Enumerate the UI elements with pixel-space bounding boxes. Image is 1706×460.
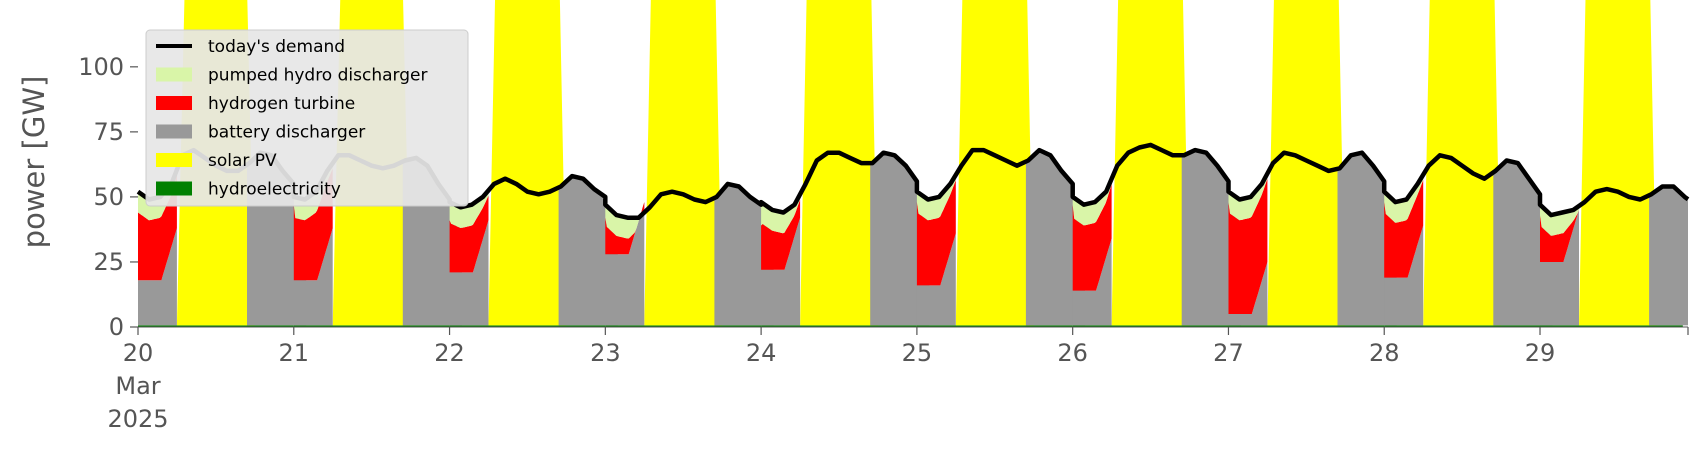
hydrogen-turbine-area: [916, 180, 956, 286]
battery-discharger-area: [1337, 152, 1397, 326]
battery-discharger-area: [138, 228, 177, 326]
legend-swatch: [156, 96, 192, 110]
battery-discharger-area: [1025, 150, 1086, 326]
legend-label: solar PV: [208, 151, 277, 171]
legend-label: hydrogen turbine: [208, 94, 355, 114]
axes: 0 25 50 75 100 20 Mar 2025 21 22 23 24 25 26 27 28 29: [78, 53, 1689, 433]
battery-discharger-area: [1649, 186, 1688, 326]
x-tick-label: Mar: [115, 372, 160, 400]
solar-pv-area: [1579, 0, 1657, 326]
solar-pv-area: [1423, 0, 1502, 326]
legend-swatch: [156, 153, 192, 167]
pumped-hydro-discharger-area: [1228, 173, 1268, 221]
battery-discharger-area: [761, 217, 801, 326]
hydrogen-turbine-area: [138, 174, 177, 281]
battery-discharger-area: [1384, 225, 1424, 326]
legend-label: battery discharger: [208, 123, 365, 143]
hydrogen-turbine-area: [1384, 180, 1424, 278]
x-tick-label: 29: [1525, 339, 1556, 367]
pumped-hydro-discharger-area: [1072, 178, 1112, 226]
battery-discharger-area: [870, 152, 930, 326]
battery-discharger-area: [1181, 150, 1241, 326]
y-tick-label: 0: [109, 313, 124, 341]
solar-pv-area: [488, 0, 567, 326]
battery-discharger-area-layer: [138, 150, 1688, 326]
x-tick-label: 26: [1057, 339, 1088, 367]
battery-discharger-area: [605, 202, 645, 326]
battery-discharger-area: [293, 228, 333, 326]
x-tick-label: 23: [590, 339, 621, 367]
x-tick-label: 28: [1369, 339, 1400, 367]
solar-pv-area: [1111, 0, 1190, 326]
solar-pv-area: [644, 0, 723, 326]
pumped-hydro-discharger-area: [1384, 174, 1424, 223]
legend-swatch: [156, 181, 192, 196]
x-tick-label: 27: [1213, 339, 1244, 367]
hydrogen-turbine-area-layer: [138, 168, 1579, 314]
x-tick-label: 22: [434, 339, 465, 367]
legend: today's demand pumped hydro discharger hyd…: [145, 29, 469, 207]
legend-swatch: [156, 67, 192, 82]
pumped-hydro-discharger-area: [138, 169, 177, 221]
legend-label: pumped hydro discharger: [208, 66, 427, 86]
battery-discharger-area: [916, 233, 956, 326]
hydrogen-turbine-area: [1228, 178, 1268, 314]
legend-label: hydroelectricity: [208, 180, 341, 200]
battery-discharger-area: [714, 184, 774, 326]
x-tick-label: 20: [123, 339, 154, 367]
hydrogen-turbine-area: [1072, 183, 1112, 291]
hydrogen-turbine-area: [1540, 209, 1579, 262]
y-tick-label: 75: [93, 118, 124, 146]
y-axis-title: power [GW]: [17, 76, 51, 249]
y-tick-label: 50: [93, 183, 124, 211]
x-tick-label: 21: [279, 339, 310, 367]
legend-box: [145, 29, 469, 207]
battery-discharger-area: [1228, 262, 1268, 326]
y-tick-label: 100: [78, 53, 124, 81]
pumped-hydro-discharger-area: [916, 174, 956, 221]
battery-discharger-area: [449, 220, 489, 326]
hydrogen-turbine-area: [449, 195, 489, 273]
battery-discharger-area: [558, 176, 618, 326]
legend-swatch: [156, 124, 192, 139]
solar-pv-area: [955, 0, 1034, 326]
legend-label: today's demand: [208, 37, 345, 57]
solar-pv-area: [800, 0, 878, 326]
battery-discharger-area: [1493, 160, 1553, 326]
hydrogen-turbine-area: [761, 199, 801, 270]
pumped-hydro-discharger-area: [449, 190, 489, 228]
battery-discharger-area: [1540, 209, 1579, 326]
battery-discharger-area: [1072, 238, 1112, 326]
x-tick-label: 25: [902, 339, 933, 367]
x-tick-label: 24: [746, 339, 777, 367]
hydrogen-turbine-area: [605, 202, 645, 255]
x-tick-label: 2025: [107, 405, 168, 433]
y-tick-label: 25: [93, 248, 124, 276]
